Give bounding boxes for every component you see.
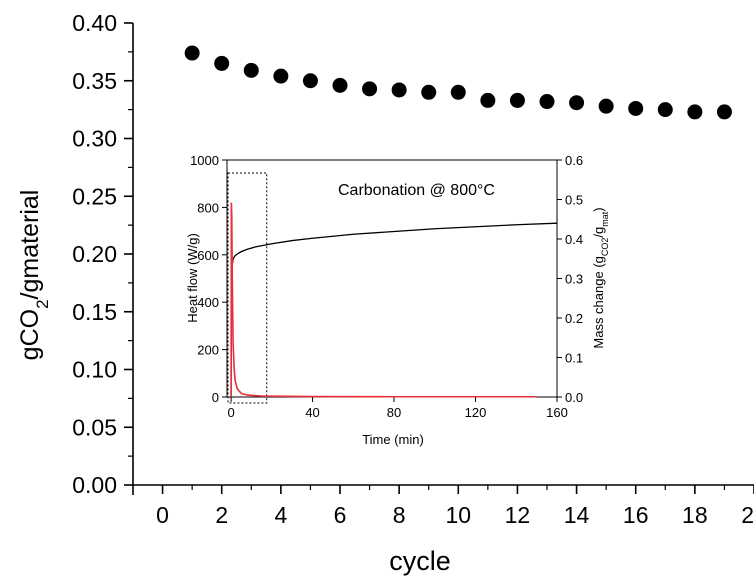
inset-annotation: Carbonation @ 800°C	[338, 182, 495, 199]
main-y-tick-label: 0.15	[72, 299, 117, 325]
main-data-points	[185, 46, 732, 120]
main-x-tick-label: 20	[741, 502, 754, 528]
main-data-point	[185, 46, 200, 61]
inset-x-tick-label: 80	[387, 405, 401, 420]
main-data-point	[362, 81, 377, 96]
main-y-tick-label: 0.20	[72, 241, 117, 267]
main-data-point	[687, 104, 702, 119]
main-y-tick-label: 0.05	[72, 414, 117, 440]
main-y-tick-label: 0.30	[72, 126, 117, 152]
main-data-point	[244, 63, 259, 78]
main-x-tick-label: 0	[156, 502, 169, 528]
main-y-tick-label: 0.10	[72, 357, 117, 383]
main-data-point	[392, 82, 407, 97]
inset-left-y-tick-label: 0	[212, 390, 219, 405]
inset-x-ticks: 0 40 80 120 160	[227, 397, 567, 420]
inset-left-y-tick-label: 600	[197, 248, 219, 263]
main-x-tick-label: 14	[564, 502, 590, 528]
main-y-tick-label: 0.40	[72, 10, 117, 36]
main-data-point	[480, 93, 495, 108]
main-x-tick-label: 16	[623, 502, 649, 528]
main-data-point	[569, 95, 584, 110]
inset-right-y-tick-label: 0.1	[565, 351, 583, 366]
main-data-point	[421, 85, 436, 100]
main-data-point	[599, 99, 614, 114]
inset-right-y-tick-label: 0.5	[565, 193, 583, 208]
inset-right-y-ticks: 0.0 0.1 0.2 0.3 0.4 0.5 0.6	[557, 153, 583, 405]
inset-x-axis-label: Time (min)	[362, 432, 424, 447]
main-y-tick-label: 0.25	[72, 183, 117, 209]
inset-left-y-tick-label: 800	[197, 200, 219, 215]
main-data-point	[628, 101, 643, 116]
inset-right-y-tick-label: 0.2	[565, 311, 583, 326]
main-x-ticks: 0 2 4 6 8 10 12 14 16 18 20	[156, 485, 754, 528]
inset-x-tick-label: 0	[227, 405, 234, 420]
main-x-tick-label: 10	[445, 502, 471, 528]
main-x-axis-label: cycle	[389, 546, 451, 576]
inset-left-y-axis-label: Heat flow (W/g)	[185, 233, 200, 323]
main-data-point	[273, 69, 288, 84]
main-y-tick-label: 0.00	[72, 472, 117, 498]
inset-left-y-tick-label: 200	[197, 343, 219, 358]
main-x-tick-label: 12	[505, 502, 531, 528]
inset-x-tick-label: 40	[305, 405, 319, 420]
main-y-axis-label: gCO2/gmaterial	[16, 190, 52, 361]
main-data-point	[303, 73, 318, 88]
inset-right-y-tick-label: 0.4	[565, 232, 583, 247]
inset-left-y-tick-label: 400	[197, 295, 219, 310]
inset-left-y-tick-label: 1000	[190, 153, 219, 168]
inset-x-tick-label: 120	[465, 405, 487, 420]
main-data-point	[214, 56, 229, 71]
main-y-tick-label: 0.35	[72, 68, 117, 94]
inset-right-y-axis-label: Mass change (gCO2/gmat)	[591, 207, 610, 348]
main-x-tick-label: 8	[393, 502, 406, 528]
inset-right-y-tick-label: 0.0	[565, 390, 583, 405]
inset-x-tick-label: 160	[546, 405, 568, 420]
main-data-point	[333, 78, 348, 93]
main-y-ticks: 0.00 0.05 0.10 0.15 0.20 0.25 0.30 0.35 0.40	[72, 10, 133, 498]
inset-right-y-tick-label: 0.3	[565, 272, 583, 287]
main-data-point	[451, 85, 466, 100]
main-x-tick-label: 6	[334, 502, 347, 528]
main-x-tick-label: 2	[215, 502, 228, 528]
main-data-point	[510, 93, 525, 108]
main-data-point	[658, 102, 673, 117]
main-x-tick-label: 18	[682, 502, 708, 528]
main-data-point	[717, 104, 732, 119]
main-data-point	[540, 94, 555, 109]
main-x-tick-label: 4	[274, 502, 287, 528]
inset-right-y-tick-label: 0.6	[565, 153, 583, 168]
